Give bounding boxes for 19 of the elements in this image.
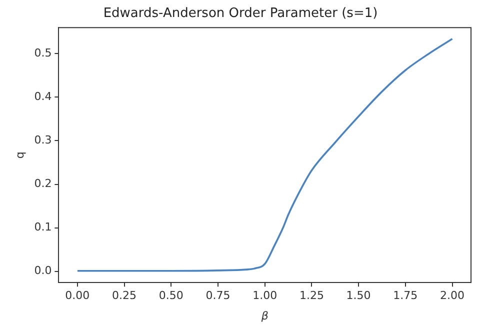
x-tick-label: 1.75 [393,289,418,302]
x-tick-label: 2.00 [440,289,465,302]
x-tick-label: 0.25 [112,289,137,302]
x-tick-label: 0.50 [158,289,184,302]
y-tick-label: 0.2 [34,177,52,190]
x-axis-title: β [260,309,268,322]
x-tick-label: 1.50 [346,289,371,302]
y-tick-label: 0.0 [34,264,52,278]
y-tick-label: 0.3 [34,134,52,147]
x-tick-label: 1.00 [252,289,278,302]
y-tick-label: 0.4 [34,90,52,104]
chart-title: Edwards-Anderson Order Parameter (s=1) [103,6,378,22]
x-tick-label: 0.00 [65,289,90,302]
y-tick-label: 0.1 [34,220,52,234]
x-tick-label: 1.25 [299,289,324,302]
x-tick-label: 0.75 [206,289,230,302]
y-axis-title: q [13,152,26,159]
line-series [76,38,454,272]
y-tick-label: 0.5 [34,46,52,60]
